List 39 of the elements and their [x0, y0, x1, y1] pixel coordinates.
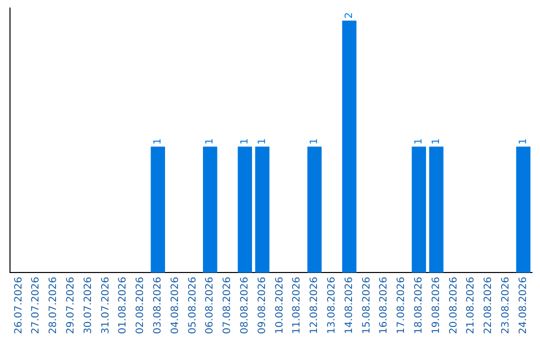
x-tick-label: 20.08.2026	[448, 276, 460, 334]
x-tick-label: 22.08.2026	[483, 276, 494, 334]
data-label: 1	[430, 138, 442, 145]
data-label: 1	[413, 138, 424, 145]
data-label: 1	[256, 138, 268, 145]
data-label: 1	[152, 138, 164, 145]
x-tick-label: 28.07.2026	[48, 276, 60, 334]
x-tick-label: 29.07.2026	[65, 276, 76, 334]
data-label: 1	[204, 138, 216, 145]
x-tick-label: 27.07.2026	[30, 276, 42, 334]
x-tick-label: 01.08.2026	[118, 276, 129, 334]
x-tick-label: 10.08.2026	[274, 276, 286, 334]
x-tick-label: 31.07.2026	[100, 276, 112, 334]
x-tick-label: 11.08.2026	[292, 276, 303, 334]
x-tick-label: 12.08.2026	[309, 276, 320, 334]
x-tick-label: 19.08.2026	[430, 276, 442, 334]
x-tick-label: 18.08.2026	[413, 276, 424, 334]
x-tick-label: 14.08.2026	[344, 276, 355, 334]
x-tick-label: 05.08.2026	[187, 276, 198, 334]
x-tick-label: 08.08.2026	[239, 276, 250, 334]
x-tick-label: 24.08.2026	[518, 276, 529, 334]
data-label: 1	[309, 138, 320, 145]
x-tick-label: 30.07.2026	[82, 276, 94, 334]
data-label: 1	[518, 138, 529, 145]
x-tick-label: 03.08.2026	[152, 276, 164, 334]
x-tick-label: 21.08.2026	[466, 276, 477, 334]
x-tick-label: 23.08.2026	[500, 276, 512, 334]
data-label: 1	[239, 138, 250, 145]
x-tick-label: 09.08.2026	[256, 276, 268, 334]
x-tick-label: 15.08.2026	[361, 276, 372, 334]
x-tick-label: 02.08.2026	[135, 276, 146, 334]
x-tick-label: 26.07.2026	[13, 276, 24, 334]
x-tick-label: 07.08.2026	[222, 276, 234, 334]
x-tick-label: 13.08.2026	[326, 276, 338, 334]
x-tick-label: 16.08.2026	[378, 276, 390, 334]
data-label: 2	[344, 12, 355, 19]
x-tick-label: 17.08.2026	[396, 276, 408, 334]
x-tick-label: 04.08.2026	[170, 276, 181, 334]
x-tick-label: 06.08.2026	[204, 276, 216, 334]
